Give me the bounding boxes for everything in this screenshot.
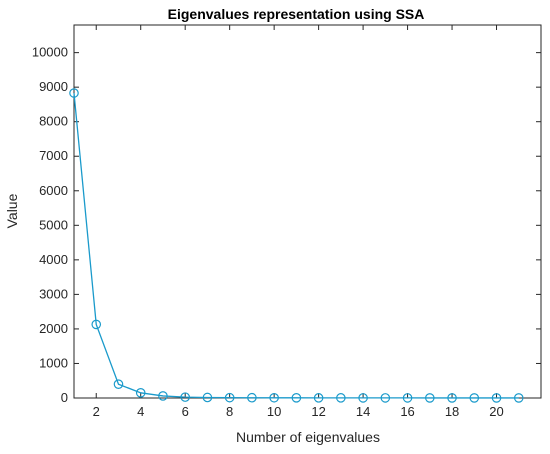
series-eigenvalues	[69, 88, 524, 403]
data-point	[291, 393, 302, 403]
x-tick-label: 18	[445, 404, 459, 419]
x-axis-label: Number of eigenvalues	[236, 429, 380, 445]
x-tick-label: 12	[311, 404, 325, 419]
x-tick-label: 20	[489, 404, 503, 419]
data-point	[224, 392, 235, 403]
y-tick-label: 4000	[39, 252, 68, 267]
data-point	[158, 391, 168, 401]
y-tick-label: 5000	[39, 217, 68, 232]
data-point	[202, 392, 213, 403]
data-point	[247, 392, 257, 403]
data-point	[425, 393, 435, 403]
data-point	[135, 388, 146, 398]
y-tick-label: 0	[61, 390, 68, 405]
data-point	[447, 393, 457, 403]
y-tick-label: 1000	[39, 355, 68, 370]
data-point	[313, 393, 324, 403]
data-point	[336, 393, 346, 403]
chart-title: Eigenvalues representation using SSA	[168, 6, 425, 22]
data-point	[402, 393, 413, 403]
x-tick-label: 6	[182, 404, 189, 419]
y-tick-label: 10000	[32, 45, 68, 60]
data-point	[180, 392, 190, 402]
data-point	[469, 393, 480, 403]
data-point	[358, 393, 368, 403]
x-tick-label: 16	[400, 404, 414, 419]
y-tick-label: 6000	[39, 183, 68, 198]
plot-area	[73, 24, 542, 399]
y-tick-label: 2000	[39, 321, 68, 336]
y-tick-label: 9000	[39, 79, 68, 94]
x-tick-label: 4	[137, 404, 144, 419]
data-point	[269, 392, 279, 403]
series-line	[73, 92, 519, 399]
data-point	[380, 393, 391, 403]
data-point	[91, 319, 102, 330]
x-tick-label: 14	[356, 404, 370, 419]
data-point	[491, 393, 502, 403]
x-tick-label: 8	[226, 404, 233, 419]
x-tick-label: 2	[93, 404, 100, 419]
x-tick-label: 10	[267, 404, 281, 419]
y-tick-label: 7000	[39, 148, 68, 163]
data-point	[69, 88, 79, 98]
y-tick-label: 3000	[39, 286, 68, 301]
y-axis: 0 1000 2000 3000 4000 5000 6000 7000 8000 9000 100…	[32, 45, 541, 405]
data-point	[113, 379, 124, 389]
y-tick-label: 8000	[39, 114, 68, 129]
y-axis-label: Value	[4, 193, 20, 228]
data-point	[513, 393, 524, 403]
